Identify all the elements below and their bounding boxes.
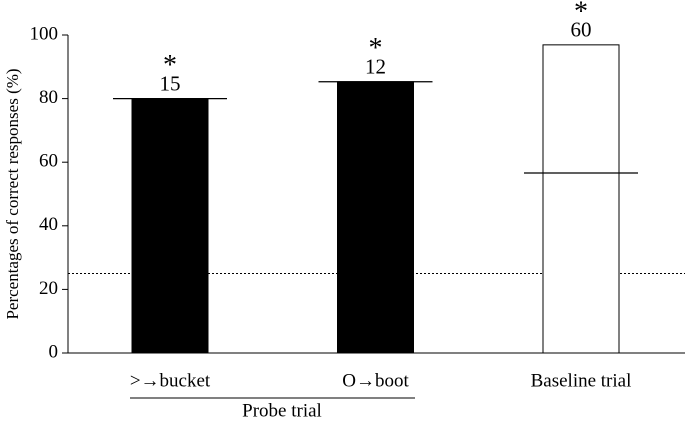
y-tick-label: 0 [49, 341, 59, 362]
significance-label: * [369, 33, 383, 64]
bar [131, 98, 209, 354]
group-label: Probe trial [242, 400, 322, 421]
x-tick-label: Baseline trial [531, 370, 632, 391]
y-tick-label: 60 [39, 151, 58, 172]
y-tick-label: 40 [39, 214, 58, 235]
x-tick-label: >→bucket [130, 370, 211, 391]
x-tick-label: O→boot [342, 370, 409, 391]
count-label: 60 [571, 18, 592, 42]
bar [337, 81, 414, 354]
y-tick-label: 80 [39, 87, 58, 108]
bar [542, 44, 620, 354]
count-label: 15 [160, 71, 181, 95]
y-axis-label: Percentages of correct responses (%) [3, 68, 22, 319]
significance-label: * [574, 0, 588, 27]
y-tick-label: 20 [39, 278, 58, 299]
significance-label: * [163, 50, 177, 81]
count-label: 12 [365, 55, 386, 79]
y-tick-label: 100 [30, 23, 59, 44]
